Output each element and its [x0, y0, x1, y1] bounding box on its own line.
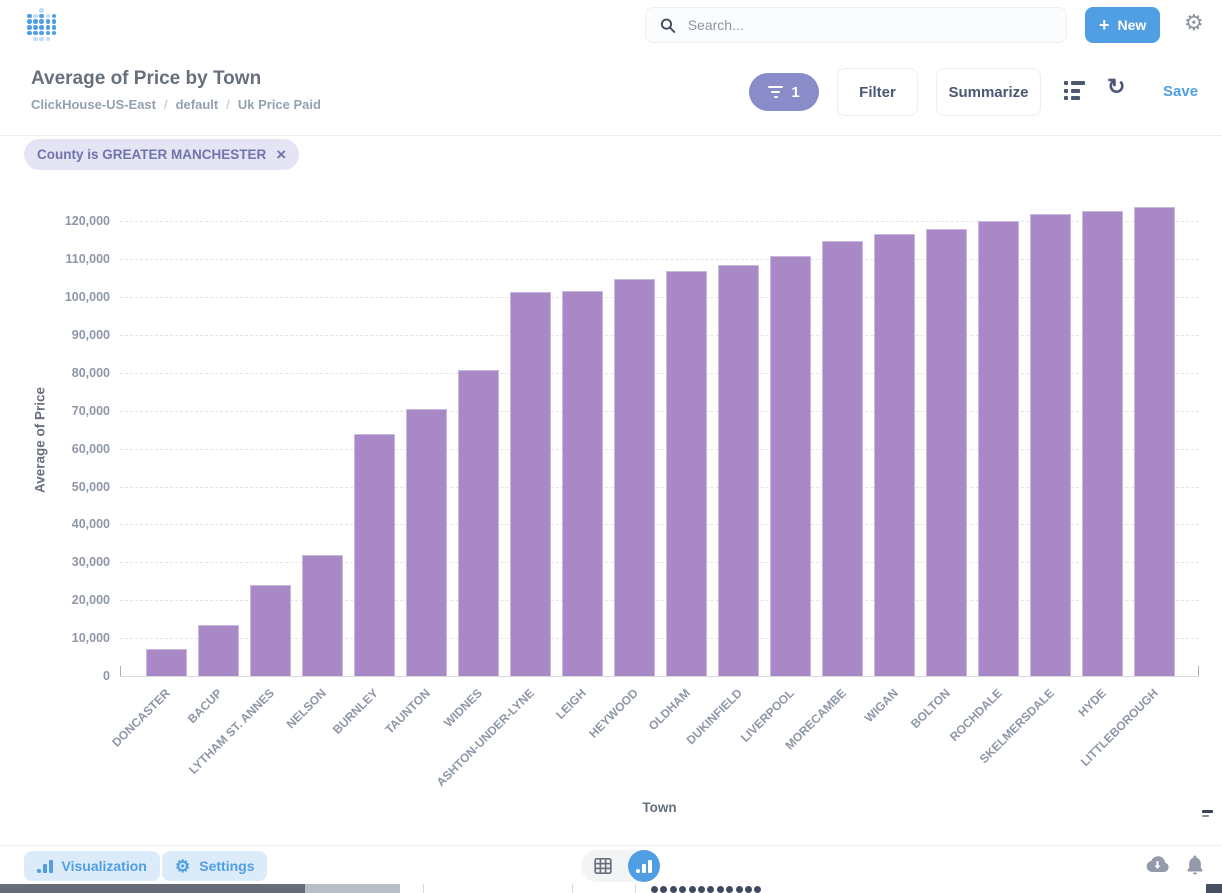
- bar-chart-icon: [37, 859, 53, 873]
- bar-dukinfield[interactable]: [718, 265, 759, 676]
- x-axis-line: [120, 676, 1199, 677]
- bar-lytham-st-annes[interactable]: [250, 585, 291, 676]
- new-button-label: New: [1117, 17, 1147, 33]
- bar-taunton[interactable]: [406, 408, 447, 676]
- gridline: [120, 524, 1199, 526]
- bar-ashton-under-lyne[interactable]: [510, 292, 551, 676]
- funnel-icon: [768, 86, 784, 98]
- breadcrumb-separator: /: [226, 97, 230, 112]
- bar-rochdale[interactable]: [978, 221, 1019, 676]
- breadcrumb-schema[interactable]: default: [175, 97, 219, 112]
- table-view-button[interactable]: [581, 857, 625, 875]
- bar-heywood[interactable]: [614, 278, 655, 676]
- bar-hyde[interactable]: [1082, 210, 1123, 676]
- visualization-button[interactable]: Visualization: [24, 851, 160, 881]
- bar-wigan[interactable]: [874, 234, 915, 676]
- bar-littleborough[interactable]: [1134, 207, 1175, 676]
- bar-nelson[interactable]: [302, 554, 343, 676]
- filter-chip[interactable]: County is GREATER MANCHESTER ×: [24, 139, 300, 170]
- scrollbar-segment: [305, 884, 400, 893]
- bar-leigh[interactable]: [562, 290, 603, 676]
- y-axis-tick-label: 20,000: [71, 593, 110, 608]
- bar-liverpool[interactable]: [770, 255, 811, 676]
- table-chart-toggle: [581, 850, 660, 882]
- chart-view-button[interactable]: [628, 850, 660, 882]
- gear-icon[interactable]: ⚙: [1184, 10, 1204, 35]
- bar-burnley[interactable]: [354, 433, 395, 676]
- visualization-label: Visualization: [61, 858, 147, 874]
- axis-end-tick-right: [1198, 666, 1199, 676]
- new-button[interactable]: + New: [1085, 7, 1161, 43]
- gridline: [120, 448, 1199, 450]
- y-axis-tick-label: 50,000: [71, 479, 110, 494]
- footer-toolbar: Visualization ⚙ Settings: [0, 845, 1222, 885]
- x-axis-title: Town: [642, 800, 677, 815]
- gridline: [120, 297, 1199, 298]
- search-bar[interactable]: [645, 7, 1067, 43]
- y-axis-tick-label: 100,000: [64, 290, 110, 304]
- bar-skelmersdale[interactable]: [1030, 213, 1071, 676]
- table-icon: [594, 857, 612, 875]
- axis-end-tick-left: [120, 666, 121, 676]
- filter-count-pill[interactable]: 1: [749, 73, 819, 111]
- gridline: [120, 600, 1199, 602]
- filter-count: 1: [791, 83, 800, 101]
- metabase-logo[interactable]: [27, 8, 61, 44]
- gridline: [120, 638, 1199, 640]
- bar-oldham[interactable]: [666, 271, 707, 676]
- y-axis-tick-label: 70,000: [71, 403, 110, 418]
- filter-button[interactable]: Filter: [837, 68, 918, 116]
- gridline: [120, 562, 1199, 564]
- strip-end-block: [1206, 884, 1222, 893]
- bottom-strip: [0, 884, 1222, 893]
- download-icon[interactable]: [1145, 855, 1170, 879]
- bar-chart: Average of Price Town 0 10,000 20,000 30,00…: [0, 170, 1222, 845]
- bar-bolton[interactable]: [926, 228, 967, 676]
- bar-bacup[interactable]: [198, 625, 239, 676]
- gear-icon: ⚙: [175, 856, 191, 876]
- y-axis-tick-label: 110,000: [65, 252, 111, 267]
- y-axis-tick-label: 40,000: [71, 517, 110, 532]
- breadcrumb-database[interactable]: ClickHouse-US-East: [31, 97, 156, 112]
- y-axis-tick-label: 80,000: [71, 365, 110, 380]
- y-axis-tick-label: 10,000: [71, 631, 110, 646]
- settings-label: Settings: [199, 858, 255, 874]
- chip-close-icon[interactable]: ×: [276, 145, 287, 164]
- notebook-icon[interactable]: [1064, 81, 1088, 103]
- gridline: [120, 334, 1199, 336]
- gridline: [120, 259, 1199, 261]
- breadcrumb-separator: /: [163, 97, 168, 112]
- y-axis-tick-label: 30,000: [71, 555, 110, 570]
- search-icon: [660, 18, 676, 33]
- breadcrumb-table[interactable]: Uk Price Paid: [237, 97, 321, 112]
- y-axis-tick-label: 120,000: [64, 214, 110, 229]
- bar-morecambe[interactable]: [822, 240, 863, 676]
- bar-chart-icon: [636, 859, 652, 873]
- gridline: [120, 221, 1199, 223]
- breadcrumb: ClickHouse-US-East / default / Uk Price …: [31, 97, 321, 112]
- bell-icon[interactable]: [1186, 855, 1204, 880]
- bar-widnes[interactable]: [458, 370, 499, 676]
- y-axis-tick-label: 60,000: [71, 441, 110, 456]
- refresh-icon[interactable]: ↻: [1107, 74, 1126, 99]
- save-button[interactable]: Save: [1163, 83, 1199, 100]
- y-axis-tick-label: 90,000: [71, 327, 110, 342]
- clipped-element: [1202, 810, 1215, 819]
- scrollbar-thumb[interactable]: [0, 884, 305, 893]
- plus-icon: +: [1099, 15, 1110, 35]
- page-title[interactable]: Average of Price by Town: [31, 68, 262, 89]
- bar-doncaster[interactable]: [146, 649, 187, 676]
- search-input[interactable]: [685, 16, 1052, 34]
- y-axis-tick-label: 0: [103, 669, 110, 683]
- summarize-button[interactable]: Summarize: [936, 68, 1041, 116]
- gridline: [120, 486, 1199, 488]
- gridline: [120, 410, 1199, 412]
- filter-chip-label: County is GREATER MANCHESTER: [37, 147, 267, 162]
- settings-button[interactable]: ⚙ Settings: [162, 851, 268, 881]
- gridline: [120, 372, 1199, 374]
- filter-chip-row: County is GREATER MANCHESTER ×: [0, 135, 1222, 171]
